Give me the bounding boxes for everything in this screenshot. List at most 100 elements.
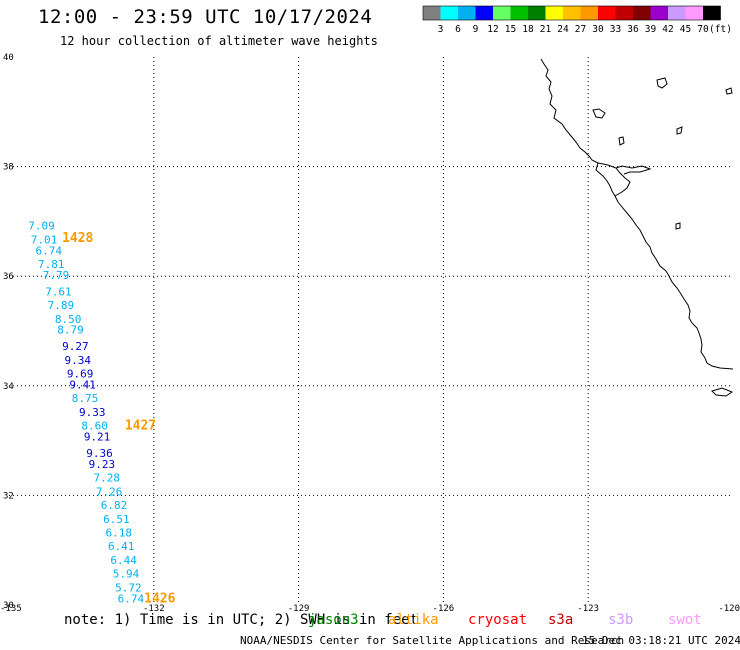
altimeter-map: 40 38 36 34 32 30-135 -132 -129 -126 -123 -120 7.0…	[0, 53, 740, 612]
color-swatch	[633, 6, 651, 20]
wave-height-value: 7.28	[93, 472, 120, 485]
color-scale-tick: 30	[592, 24, 604, 35]
color-scale-tick: 70	[697, 24, 709, 35]
color-scale-tick: 39	[645, 24, 657, 35]
color-scale-tick: 27	[575, 24, 586, 35]
lat-lon-grid	[9, 57, 733, 605]
satellite-name-s3a: s3a	[548, 612, 574, 628]
wave-height-value: 6.44	[110, 554, 137, 567]
color-swatch	[528, 6, 546, 20]
color-scale-tick: 45	[680, 24, 691, 35]
lake-or-island-outline	[676, 126, 683, 135]
wave-height-value: 7.89	[48, 299, 75, 312]
color-swatch	[440, 6, 458, 20]
latitude-label: 30	[3, 601, 14, 611]
wave-height-value: 8.60	[81, 420, 108, 433]
wave-height-value: 9.36	[86, 447, 113, 460]
longitude-label: -132	[143, 604, 165, 612]
color-swatch	[563, 6, 581, 20]
wave-height-value: 9.21	[84, 431, 111, 444]
longitude-label: -120	[718, 604, 740, 612]
wave-height-value: 7.01	[31, 233, 58, 246]
wave-height-value: 9.69	[67, 368, 94, 381]
color-swatch	[510, 6, 528, 20]
credit-line: NOAA/NESDIS Center for Satellite Applica…	[240, 634, 625, 647]
satellite-name-swot: swot	[668, 612, 702, 628]
color-swatch	[615, 6, 633, 20]
color-scale-tick: 42	[662, 24, 673, 35]
color-swatch	[668, 6, 686, 20]
color-swatch	[493, 6, 511, 20]
wave-height-value: 8.50	[55, 313, 82, 326]
latitude-label: 36	[3, 272, 14, 282]
map-title: 12:00 - 23:59 UTC 10/17/2024	[38, 6, 373, 28]
lake-or-island-outline	[592, 108, 606, 119]
color-scale-tick: 12	[487, 24, 498, 35]
latitude-label: 40	[3, 53, 14, 63]
longitude-label: -129	[288, 604, 310, 612]
color-scale-tick: 21	[540, 24, 552, 35]
bay-outline	[597, 162, 631, 197]
california-coastline	[540, 58, 734, 397]
lake-or-island-outline	[656, 77, 668, 89]
color-swatch	[423, 6, 441, 20]
wave-height-value: 9.23	[89, 458, 116, 471]
color-scale-tick: 33	[610, 24, 621, 35]
wave-height-value: 5.94	[113, 568, 140, 581]
latitude-label: 32	[3, 491, 14, 501]
wave-height-value: 8.75	[72, 392, 99, 405]
wave-height-value: 7.61	[45, 285, 71, 298]
wave-height-value: 6.74	[36, 244, 63, 257]
wave-height-value: 9.27	[62, 340, 89, 353]
wave-height-value: 6.18	[106, 527, 132, 540]
latitude-label: 38	[3, 163, 14, 173]
wave-height-value: 7.79	[43, 269, 70, 282]
wave-height-value: 9.34	[65, 354, 92, 367]
color-swatch	[685, 6, 703, 20]
color-scale-tick: 6	[455, 24, 461, 35]
delta-outline	[615, 165, 652, 175]
color-swatch	[650, 6, 668, 20]
latitude-label: 34	[3, 382, 14, 392]
wave-height-value: 9.33	[79, 406, 106, 419]
color-scale-tick: 24	[557, 24, 569, 35]
wave-height-value: 7.26	[96, 485, 123, 498]
wave-height-value: 7.09	[28, 220, 55, 233]
coastline-main	[540, 58, 734, 370]
lake-or-island-outline	[618, 136, 625, 146]
pass-number-label: 1426	[144, 591, 175, 606]
color-swatch	[545, 6, 563, 20]
longitude-label: -135	[0, 604, 22, 612]
map-subtitle: 12 hour collection of altimeter wave hei…	[60, 34, 378, 48]
longitude-label: -123	[577, 604, 599, 612]
color-scale-tick: 15	[505, 24, 516, 35]
pass-number-label: 1428	[62, 231, 93, 246]
longitude-label: -126	[433, 604, 455, 612]
axis-labels: 40 38 36 34 32 30-135 -132 -129 -126 -123 -120	[0, 53, 740, 612]
lake-or-island-outline	[725, 87, 733, 95]
color-scale-tick: 9	[473, 24, 479, 35]
wave-height-value: 9.41	[69, 379, 96, 392]
wave-height-value: 7.81	[38, 258, 65, 271]
wave-height-value: 6.51	[103, 513, 129, 526]
wave-height-track: 7.097.016.747.817.797.617.898.508.799.27…	[28, 220, 144, 606]
satellite-name-altika: altika	[388, 612, 439, 628]
wave-height-value: 5.72	[115, 581, 142, 594]
color-scale-legend: 3 6 9 12 15 18 21 24 27 30 33 36 39 42 45 70 (ft)	[422, 5, 732, 35]
color-scale-tick: 18	[522, 24, 534, 35]
wave-height-value: 6.74	[118, 592, 145, 605]
color-scale-tick: 3	[438, 24, 444, 35]
pass-number-label: 1427	[125, 419, 156, 434]
generated-timestamp: 15 Dec 03:18:21 UTC 2024	[582, 634, 740, 647]
wave-height-value: 6.82	[101, 499, 128, 512]
lake-or-island-outline	[711, 387, 734, 397]
color-scale-tick: 36	[627, 24, 639, 35]
color-swatch	[703, 6, 721, 20]
lake-or-island-outline	[675, 222, 681, 230]
satellite-name-s3b: s3b	[608, 612, 634, 628]
wave-height-value: 6.41	[108, 540, 134, 553]
satellite-name-cryosat: cryosat	[468, 612, 528, 628]
color-scale-tick: (ft)	[709, 24, 732, 35]
color-swatch	[598, 6, 616, 20]
color-swatch	[458, 6, 476, 20]
